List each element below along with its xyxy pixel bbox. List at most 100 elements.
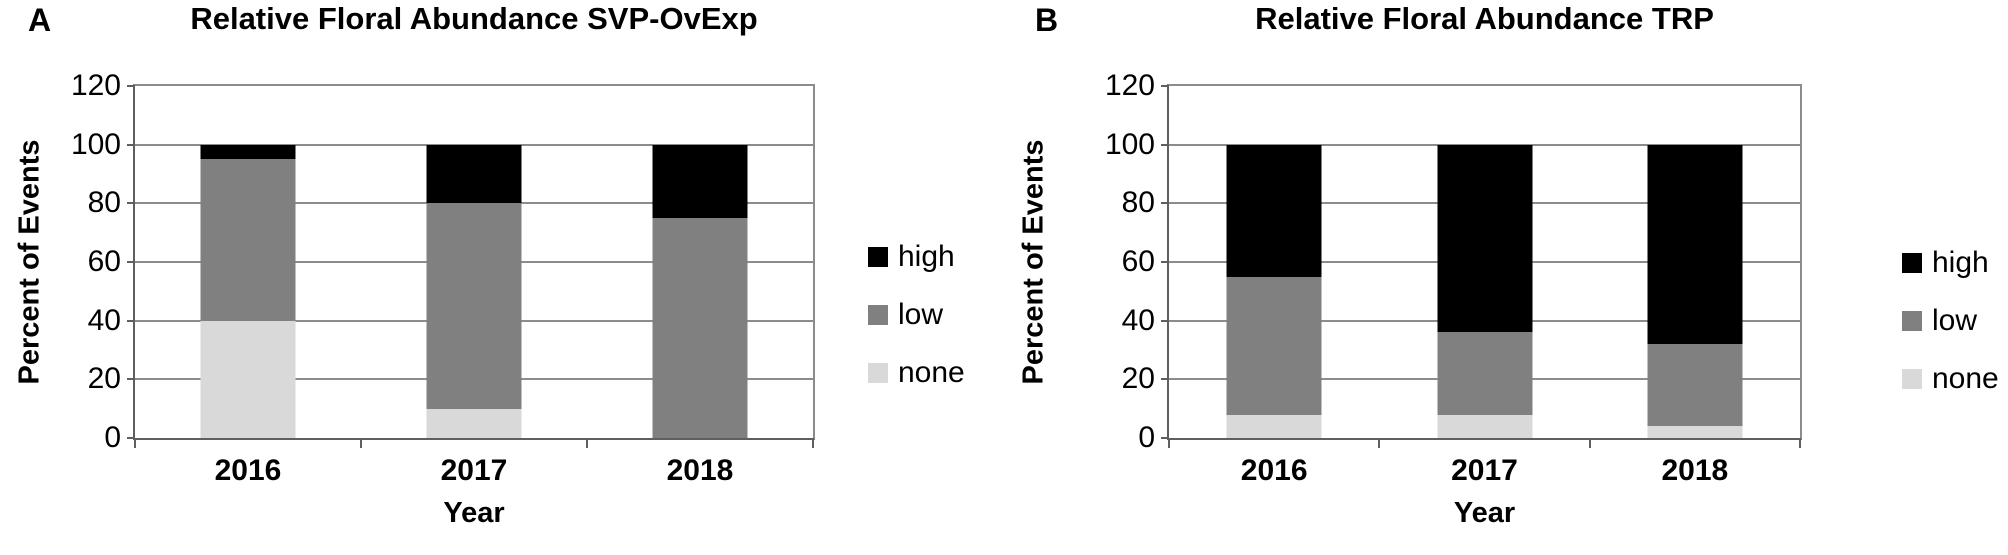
bar-segment-low-2017 [1437, 332, 1532, 415]
x-tick-label-2016: 2016 [1240, 454, 1308, 487]
legend-b: high low none [1902, 248, 1999, 394]
y-tick-mark-20 [127, 378, 135, 381]
x-tick-mark-0 [1168, 438, 1170, 448]
legend-item-high: high [1902, 248, 1999, 278]
y-tick-label-40: 40 [87, 303, 121, 337]
x-tick-mark-2 [586, 438, 588, 448]
x-tick-label-2016: 2016 [214, 454, 282, 487]
bar-segment-low-2018 [1647, 344, 1743, 427]
legend-label-none: none [1932, 362, 1999, 395]
x-tick-label-2017: 2017 [1451, 454, 1518, 487]
legend-item-none: none [868, 358, 965, 388]
bar-segment-none-2017 [426, 408, 522, 438]
y-tick-mark-40 [127, 319, 135, 322]
y-tick-mark-0 [1161, 437, 1169, 439]
y-tick-label-100: 100 [70, 127, 121, 161]
y-tick-label-100: 100 [1104, 127, 1155, 161]
panel-label-b: B [1035, 2, 1059, 38]
y-tick-label-0: 0 [1138, 421, 1155, 454]
plot-area-b: 0 20 40 60 80 100 120 2016 2017 2018 [1105, 71, 1802, 487]
x-tick-mark-3 [1799, 438, 1801, 448]
panel-a: A Relative Floral Abundance SVP-OvExp Pe… [13, 1, 965, 529]
bar-2016 [200, 86, 296, 438]
legend-swatch-high-icon [868, 247, 888, 267]
y-tick-label-60: 60 [87, 245, 121, 278]
bar-2018 [652, 86, 748, 438]
y-tick-label-60: 60 [1121, 245, 1155, 278]
x-tick-label-2017: 2017 [440, 454, 508, 487]
bar-2016 [1226, 86, 1322, 438]
plot-area-a: 0 20 40 60 80 100 120 2016 2017 2018 [71, 71, 815, 487]
legend-label-low: low [1932, 304, 1978, 337]
legend-item-high: high [868, 242, 965, 272]
y-tick-mark-80 [127, 202, 135, 205]
y-tick-label-80: 80 [87, 186, 121, 220]
bar-segment-none-2017 [1437, 414, 1532, 438]
bar-segment-none-2016 [200, 320, 296, 438]
legend-item-low: low [1902, 306, 1999, 336]
gridline-100 [1169, 143, 1800, 146]
bar-2017 [1437, 86, 1532, 438]
y-tick-label-120: 120 [70, 69, 121, 102]
bar-segment-low-2017 [426, 203, 522, 409]
legend-label-low: low [898, 298, 944, 331]
y-tick-mark-0 [127, 437, 135, 439]
y-tick-label-80: 80 [1121, 186, 1155, 220]
y-tick-mark-120 [127, 85, 135, 87]
legend-swatch-low-icon [1902, 311, 1922, 331]
y-tick-label-120: 120 [1104, 69, 1155, 102]
x-tick-mark-2 [1588, 438, 1591, 448]
y-tick-mark-100 [1161, 143, 1169, 146]
y-tick-label-0: 0 [104, 421, 121, 454]
legend-a: high low none [868, 242, 965, 388]
y-tick-label-20: 20 [87, 362, 121, 396]
x-axis-title-b: Year [1453, 497, 1516, 529]
legend-swatch-high-icon [1902, 253, 1922, 273]
x-tick-mark-3 [812, 438, 814, 448]
bar-segment-low-2016 [200, 159, 296, 321]
x-tick-mark-1 [360, 438, 362, 448]
y-tick-mark-120 [1161, 85, 1169, 87]
bar-2017 [426, 86, 522, 438]
bar-segment-high-2018 [1647, 144, 1743, 345]
x-tick-mark-0 [134, 438, 136, 448]
legend-swatch-low-icon [868, 305, 888, 325]
panel-b: B Relative Floral Abundance TRP Percent … [1004, 0, 2008, 555]
legend-label-high: high [898, 240, 955, 273]
chart-title-a: Relative Floral Abundance SVP-OvExp [190, 1, 758, 36]
y-tick-mark-60 [1161, 261, 1169, 263]
bar-segment-none-2018 [1647, 426, 1743, 438]
x-axis-title-a: Year [443, 497, 505, 529]
bar-segment-none-2016 [1226, 414, 1322, 438]
bar-segment-high-2017 [426, 144, 522, 204]
panel-label-a: A [28, 2, 52, 38]
y-tick-mark-100 [127, 143, 135, 146]
y-axis-title-a: Percent of Events [13, 139, 46, 385]
y-tick-label-40: 40 [1121, 303, 1155, 337]
y-tick-mark-60 [127, 261, 135, 263]
bar-segment-low-2018 [652, 218, 748, 438]
y-tick-mark-20 [1161, 378, 1169, 381]
x-tick-mark-1 [1378, 438, 1381, 448]
legend-item-none: none [1902, 364, 1999, 394]
x-tick-label-2018: 2018 [1661, 454, 1729, 487]
bar-segment-high-2016 [200, 144, 296, 160]
bar-segment-high-2016 [1226, 144, 1322, 277]
legend-label-high: high [1932, 246, 1989, 279]
bar-segment-low-2016 [1226, 276, 1322, 415]
legend-label-none: none [898, 356, 965, 389]
y-tick-mark-40 [1161, 319, 1169, 322]
bar-segment-high-2017 [1437, 144, 1532, 333]
legend-item-low: low [868, 300, 965, 330]
chart-title-b: Relative Floral Abundance TRP [1255, 1, 1714, 36]
gridline-100 [135, 143, 813, 146]
legend-swatch-none-icon [1902, 369, 1922, 389]
y-axis-title-b: Percent of Events [1017, 139, 1050, 385]
y-tick-label-20: 20 [1121, 362, 1155, 396]
bar-2018 [1647, 86, 1743, 438]
bar-segment-high-2018 [652, 144, 748, 218]
y-tick-mark-80 [1161, 202, 1169, 205]
legend-swatch-none-icon [868, 363, 888, 383]
x-tick-label-2018: 2018 [666, 454, 734, 487]
